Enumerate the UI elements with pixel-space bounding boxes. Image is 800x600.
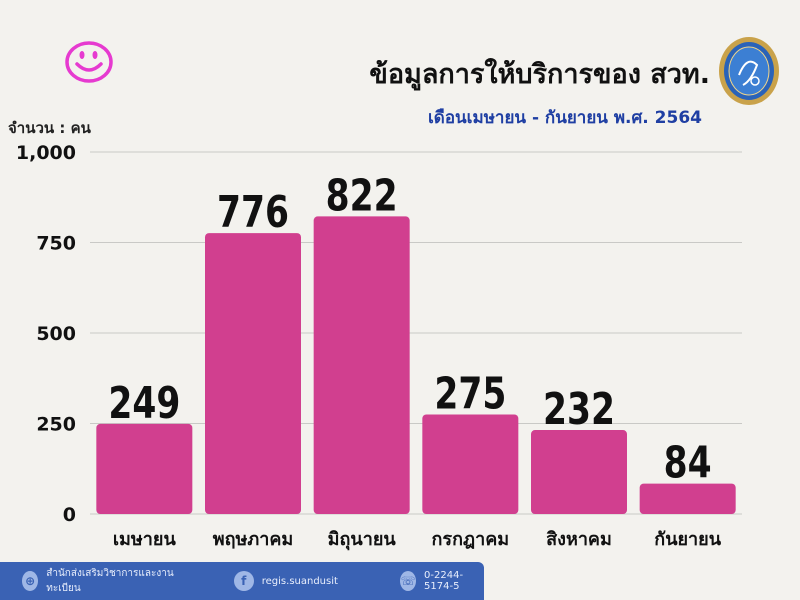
y-tick-label: 250	[36, 414, 76, 436]
x-category-label: เมษายน	[113, 529, 177, 550]
y-axis-unit-label: จำนวน : คน	[8, 119, 91, 137]
y-tick-label: 500	[36, 323, 76, 345]
phone-icon: ☏	[399, 571, 417, 591]
bar	[313, 216, 410, 514]
footer-office-text: สำนักส่งเสริมวิชาการและงานทะเบียน	[46, 568, 174, 594]
university-seal-logo	[719, 37, 779, 105]
globe-icon: ⊕	[22, 571, 39, 591]
footer-bar: ⊕ สำนักส่งเสริมวิชาการและงานทะเบียน f re…	[0, 562, 484, 600]
y-tick-label: 0	[63, 504, 76, 526]
footer-item-office: ⊕ สำนักส่งเสริมวิชาการและงานทะเบียน	[22, 566, 178, 596]
footer-phone-text: 0-2244-5174-5	[424, 570, 464, 592]
footer-item-phone[interactable]: ☏ 0-2244-5174-5	[399, 570, 484, 592]
bar	[531, 430, 627, 514]
x-category-label: มิถุนายน	[328, 529, 397, 551]
chart-subtitle: เดือนเมษายน - กันยายน พ.ศ. 2564	[428, 108, 702, 128]
data-label: 249	[108, 378, 180, 429]
smiley-face-icon	[65, 41, 113, 83]
bar	[96, 423, 193, 514]
x-category-label: กันยายน	[654, 529, 721, 550]
facebook-icon: f	[233, 571, 254, 591]
bar	[639, 483, 736, 514]
y-tick-label: 1,000	[16, 142, 76, 164]
data-label: 776	[217, 187, 289, 238]
footer-item-facebook[interactable]: f regis.suandusit	[233, 571, 338, 591]
data-label: 84	[664, 438, 712, 489]
data-label: 232	[543, 384, 615, 435]
x-category-label: สิงหาคม	[546, 529, 612, 550]
x-category-label: พฤษภาคม	[213, 529, 294, 550]
data-label: 822	[326, 170, 398, 221]
bar	[205, 233, 301, 514]
data-label: 275	[434, 368, 506, 419]
y-tick-label: 750	[36, 233, 76, 255]
footer-facebook-text: regis.suandusit	[261, 575, 338, 587]
x-category-label: กรกฎาคม	[432, 529, 510, 550]
chart-title: ข้อมูลการให้บริการของ สวท.	[369, 59, 710, 90]
bar	[422, 414, 519, 514]
